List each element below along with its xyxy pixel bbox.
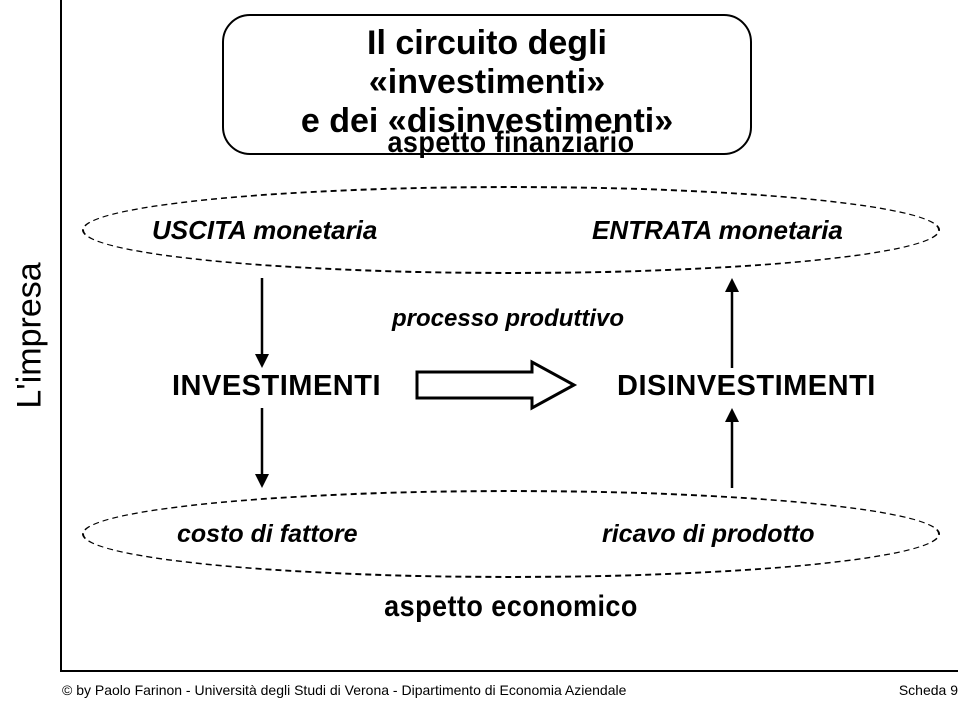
footer: © by Paolo Farinon - Università degli St… [62,682,958,698]
diagram-content: Il circuito degli «investimenti» e dei «… [62,0,960,670]
label-entrata: ENTRATA monetaria [592,215,843,246]
label-investimenti: INVESTIMENTI [172,370,381,403]
arrow-block-invest-to-disinvest [412,358,582,412]
frame-horizontal-line [60,670,958,672]
label-ricavo: ricavo di prodotto [602,520,815,549]
sidebar-vertical-label: L'impresa [0,0,60,670]
footer-left: © by Paolo Farinon - Università degli St… [62,682,626,698]
label-costo: costo di fattore [177,520,358,549]
label-disinvestimenti: DISINVESTIMENTI [617,370,876,403]
aspect-financial: aspetto finanziario [107,126,915,160]
vertical-label-text: L'impresa [11,262,50,408]
arrow-disinvestimenti-to-entrata [722,278,742,368]
aspect-economic: aspetto economico [107,590,915,624]
arrow-ricavo-to-disinvestimenti [722,408,742,488]
footer-right: Scheda 9 [899,682,958,698]
arrow-investimenti-to-costo [252,408,272,488]
arrow-uscita-to-investimenti [252,278,272,368]
title-line1: Il circuito degli «investimenti» [367,24,607,101]
label-processo: processo produttivo [392,305,624,333]
label-uscita: USCITA monetaria [152,215,377,246]
